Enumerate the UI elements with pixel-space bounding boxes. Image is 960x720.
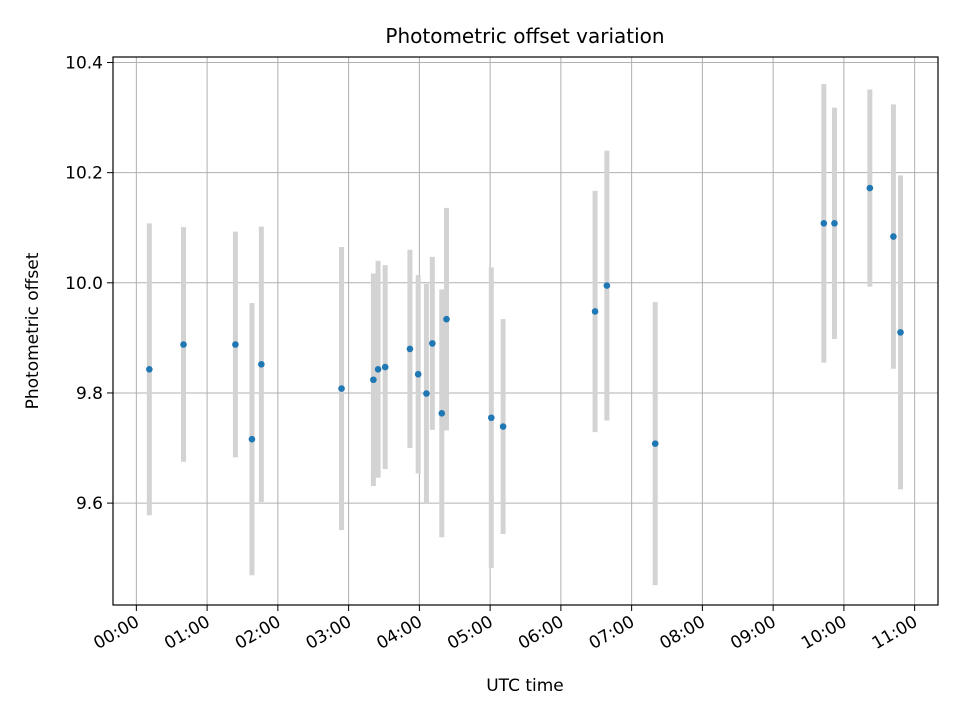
data-point	[180, 341, 187, 348]
data-point	[232, 341, 239, 348]
data-point	[429, 340, 436, 347]
y-tick-label: 9.6	[76, 494, 103, 514]
data-point	[651, 440, 659, 447]
x-axis-label: UTC time	[486, 676, 564, 696]
y-tick-label: 10.2	[65, 164, 103, 184]
data-point	[591, 308, 599, 315]
data-point	[866, 184, 874, 192]
data-point	[370, 376, 377, 384]
data-point	[381, 363, 389, 371]
data-point	[499, 423, 507, 430]
plot-frame	[112, 56, 939, 606]
data-point	[338, 385, 345, 392]
data-point	[423, 390, 430, 397]
data-point	[603, 282, 611, 289]
y-tick-label: 10.0	[65, 274, 103, 294]
data-point	[438, 410, 446, 417]
y-tick-label: 9.8	[76, 384, 103, 404]
data-point	[414, 370, 422, 378]
data-point	[248, 435, 256, 443]
data-point	[488, 414, 495, 422]
data-point	[258, 361, 265, 368]
y-axis-ticks: 9.6 9.8 10.0 10.2 10.4	[65, 54, 113, 514]
data-point	[443, 315, 450, 323]
data-point	[897, 329, 904, 336]
data-point	[374, 365, 382, 373]
y-tick-label: 10.4	[65, 54, 103, 74]
chart-title: Photometric offset variation	[385, 24, 664, 48]
data-point	[146, 365, 153, 373]
data-point	[820, 220, 828, 227]
data-point	[831, 220, 838, 227]
data-point	[406, 345, 414, 353]
data-points	[146, 184, 904, 447]
y-axis-label: Photometric offset	[23, 252, 43, 409]
data-point	[890, 233, 897, 240]
